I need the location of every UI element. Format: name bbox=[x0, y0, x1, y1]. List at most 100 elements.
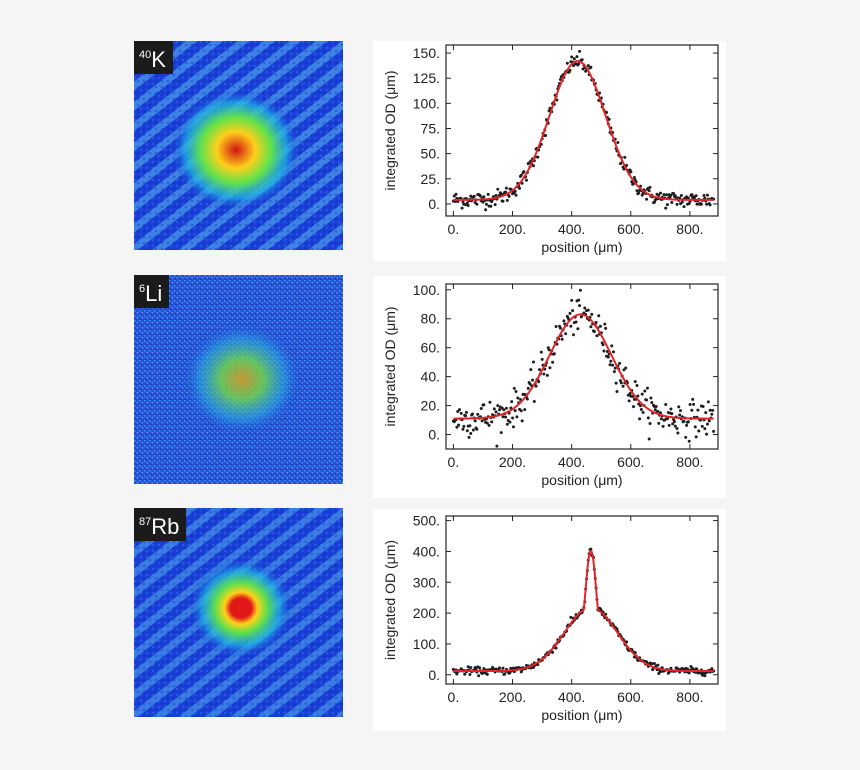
x-tick-label: 200. bbox=[499, 454, 526, 470]
data-point bbox=[682, 205, 686, 209]
y-tick-label: 100. bbox=[413, 95, 440, 111]
x-tick-label: 800. bbox=[676, 221, 703, 237]
data-point bbox=[632, 405, 636, 409]
data-point bbox=[679, 193, 683, 197]
data-point bbox=[589, 547, 593, 551]
x-tick-label: 0. bbox=[448, 454, 460, 470]
data-point bbox=[608, 363, 612, 367]
chart-rb87-plot: 0. 200. 400. 600. 800. 0. 100. 200. 300. 400. 500.… bbox=[382, 513, 719, 723]
data-point bbox=[457, 408, 461, 412]
data-point bbox=[650, 662, 654, 666]
data-point bbox=[659, 417, 663, 421]
data-point bbox=[636, 394, 640, 398]
data-point bbox=[536, 155, 540, 159]
data-point bbox=[685, 667, 689, 671]
data-point bbox=[504, 190, 508, 194]
data-point bbox=[463, 672, 467, 676]
species-label-li6: 6Li bbox=[134, 275, 170, 308]
data-point bbox=[489, 204, 493, 208]
x-tick-label: 0. bbox=[448, 221, 460, 237]
data-point bbox=[623, 155, 627, 159]
x-tick-label: 200. bbox=[499, 689, 526, 705]
data-point bbox=[601, 343, 605, 347]
y-tick-label: 75. bbox=[421, 120, 440, 136]
data-point bbox=[648, 422, 652, 426]
data-point bbox=[578, 288, 582, 292]
data-point bbox=[569, 615, 573, 619]
x-tick-label: 600. bbox=[617, 221, 644, 237]
data-point bbox=[471, 428, 475, 432]
data-point bbox=[542, 372, 546, 376]
x-tick-label: 600. bbox=[617, 689, 644, 705]
data-point bbox=[653, 408, 657, 412]
data-point bbox=[704, 411, 708, 415]
data-point bbox=[524, 178, 528, 182]
data-point bbox=[612, 350, 615, 354]
data-point bbox=[669, 666, 673, 670]
data-point bbox=[586, 64, 590, 68]
data-point bbox=[575, 55, 579, 59]
y-tick-label: 80. bbox=[421, 311, 440, 327]
data-point bbox=[708, 408, 712, 412]
data-point bbox=[605, 350, 609, 354]
data-point bbox=[538, 368, 542, 372]
data-point bbox=[701, 671, 705, 675]
data-point bbox=[645, 197, 649, 201]
data-point bbox=[486, 192, 490, 196]
data-point bbox=[570, 298, 574, 302]
data-point bbox=[612, 370, 616, 374]
data-points bbox=[451, 49, 716, 212]
data-point bbox=[657, 193, 661, 197]
data-point bbox=[466, 203, 470, 207]
data-point bbox=[686, 420, 690, 424]
data-point bbox=[496, 404, 500, 408]
data-point bbox=[697, 429, 701, 433]
data-point bbox=[687, 671, 691, 675]
data-point bbox=[694, 194, 698, 198]
data-point bbox=[531, 665, 535, 669]
data-point bbox=[560, 337, 564, 341]
data-point bbox=[537, 380, 541, 384]
data-point bbox=[646, 416, 650, 420]
y-axis-label: integrated OD (μm) bbox=[382, 540, 398, 660]
data-point bbox=[507, 194, 511, 198]
data-points bbox=[451, 288, 716, 448]
data-point bbox=[699, 671, 703, 675]
data-point bbox=[610, 344, 614, 348]
data-point bbox=[468, 424, 472, 428]
data-point bbox=[597, 314, 601, 318]
data-point bbox=[457, 423, 461, 427]
y-tick-label: 0. bbox=[428, 427, 440, 443]
data-point bbox=[640, 392, 644, 396]
data-point bbox=[551, 360, 555, 364]
data-point bbox=[635, 383, 639, 387]
data-point bbox=[503, 672, 507, 676]
data-point bbox=[492, 407, 496, 411]
data-point bbox=[664, 206, 668, 210]
data-point bbox=[691, 397, 695, 401]
data-point bbox=[475, 202, 479, 206]
y-tick-label: 125. bbox=[413, 70, 440, 86]
chart-rb87: 0. 200. 400. 600. 800. 0. 100. 200. 300. 400. 500.… bbox=[373, 509, 726, 731]
data-point bbox=[662, 193, 666, 197]
data-point bbox=[519, 409, 523, 413]
data-point bbox=[508, 420, 512, 424]
data-point bbox=[637, 191, 641, 195]
data-point bbox=[652, 661, 656, 665]
data-point bbox=[485, 672, 489, 676]
data-point bbox=[672, 420, 676, 424]
data-point bbox=[532, 399, 536, 403]
absorption-image-li6: 6Li bbox=[134, 275, 343, 484]
data-point bbox=[618, 361, 622, 365]
data-point bbox=[705, 432, 709, 436]
absorption-image-k40: 40K bbox=[134, 41, 343, 250]
data-point bbox=[628, 391, 632, 395]
data-point bbox=[488, 400, 492, 404]
data-point bbox=[531, 164, 535, 168]
data-point bbox=[514, 193, 518, 197]
data-point bbox=[621, 384, 625, 388]
data-point bbox=[514, 390, 518, 394]
data-point bbox=[498, 408, 502, 412]
y-tick-label: 25. bbox=[421, 171, 440, 187]
data-point bbox=[592, 330, 596, 334]
